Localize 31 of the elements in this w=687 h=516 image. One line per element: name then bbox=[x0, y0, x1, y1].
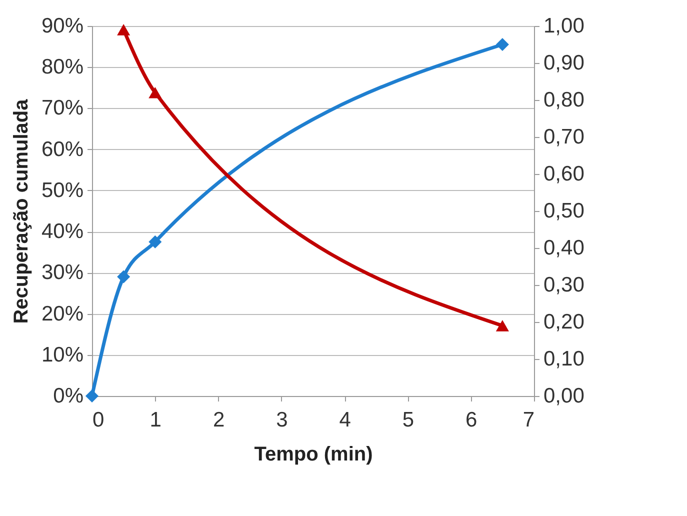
y2-tick-label: 0,70 bbox=[544, 126, 584, 148]
y-tick-label: 20% bbox=[41, 302, 84, 326]
y-tick-label: 10% bbox=[41, 343, 84, 366]
x-tick-label: 3 bbox=[276, 408, 288, 432]
x-axis-title: Tempo (min) bbox=[254, 444, 373, 466]
y2-tick-label: 0,30 bbox=[544, 274, 584, 296]
x-tick-label: 4 bbox=[339, 408, 352, 432]
y-tick-label: 30% bbox=[41, 261, 84, 284]
y2-tick-label: 1,00 bbox=[544, 14, 584, 38]
y2-tick-label: 0,50 bbox=[544, 200, 584, 222]
y2-tick-label: 0,00 bbox=[544, 384, 584, 408]
x-tick-label: 1 bbox=[150, 408, 162, 432]
x-tick-label: 5 bbox=[402, 408, 414, 432]
y2-tick-label: 0,10 bbox=[544, 348, 584, 370]
y-tick-label: 50% bbox=[41, 178, 84, 202]
y2-tick-label: 0,60 bbox=[544, 162, 584, 186]
x-tick-label: 6 bbox=[466, 408, 478, 432]
y-tick-label: 60% bbox=[41, 138, 84, 161]
y-tick-label: 70% bbox=[41, 96, 84, 120]
y2-tick-label: 0,40 bbox=[544, 236, 584, 260]
y-tick-label: 40% bbox=[41, 220, 84, 244]
y2-tick-label: 0,90 bbox=[544, 52, 584, 74]
x-tick-label: 0 bbox=[92, 408, 104, 432]
y-tick-label: 0% bbox=[53, 384, 84, 408]
y2-tick-label: 0,80 bbox=[544, 88, 584, 112]
x-tick-label: 2 bbox=[212, 408, 225, 432]
y-tick-label: 90% bbox=[41, 14, 84, 38]
y2-tick-label: 0,20 bbox=[544, 310, 584, 334]
x-tick-label: 7 bbox=[522, 408, 534, 432]
y-axis-title: Recuperação cumulada bbox=[10, 98, 32, 324]
y-tick-label: 80% bbox=[41, 56, 84, 79]
